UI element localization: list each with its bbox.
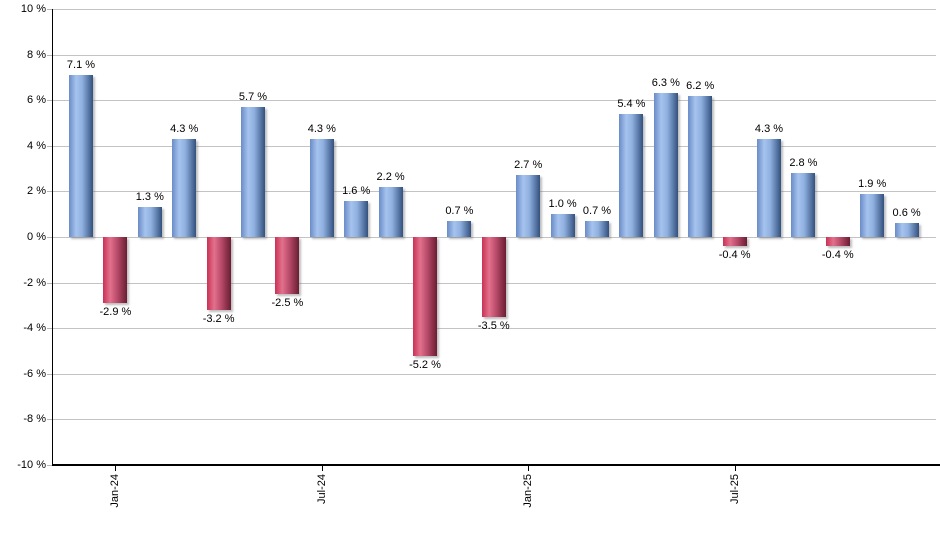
positive-bar: [172, 138, 197, 237]
gridline: [52, 54, 936, 56]
negative-bar: [275, 237, 300, 294]
bar-value-label: 1.3 %: [135, 191, 164, 204]
negative-bar: [413, 237, 437, 356]
y-axis-tick-label: -8 %: [23, 413, 46, 426]
y-axis-tick-label: -10 %: [17, 459, 46, 471]
bar-value-label: 1.9 %: [858, 177, 887, 190]
y-axis-tick-label: -4 %: [23, 322, 46, 335]
x-axis-tick: [734, 465, 736, 471]
y-axis-line: [52, 9, 53, 465]
y-axis-tick-label: 6 %: [27, 94, 46, 107]
bar-value-label: 2.7 %: [514, 159, 543, 172]
y-axis-tick-label: 8 %: [27, 48, 46, 61]
negative-bar: [825, 237, 850, 247]
positive-bar: [860, 193, 885, 237]
bar-value-label: 4.3 %: [307, 122, 336, 135]
y-axis-tick-label: 0 %: [27, 231, 46, 243]
positive-bar: [241, 107, 265, 237]
x-axis-tick-label: Jan-25: [522, 474, 535, 508]
x-axis-tick: [528, 465, 530, 471]
negative-bar: [103, 237, 128, 304]
bar-value-label: 4.3 %: [754, 122, 784, 135]
y-axis-tick: [47, 145, 52, 147]
gridline: [52, 419, 936, 421]
bar-value-label: -0.4 %: [821, 249, 854, 262]
positive-bar: [447, 221, 472, 237]
positive-bar: [757, 138, 781, 237]
y-axis-tick-label: -2 %: [23, 276, 46, 289]
bar-value-label: -5.2 %: [409, 358, 441, 371]
y-axis-tick: [47, 465, 52, 466]
gridline: [52, 191, 936, 193]
y-axis-tick: [47, 237, 52, 238]
gridline: [52, 328, 936, 330]
y-axis-tick-label: 4 %: [27, 139, 46, 152]
bar-value-label: 7.1 %: [66, 59, 96, 72]
positive-bar: [585, 221, 609, 237]
negative-bar: [481, 237, 506, 317]
bar-value-label: 5.7 %: [238, 91, 268, 104]
positive-bar: [653, 93, 678, 237]
positive-bar: [309, 138, 334, 237]
bar-value-label: 1.0 %: [548, 198, 577, 211]
y-axis-tick: [47, 54, 52, 56]
bar-value-label: 5.4 %: [617, 97, 646, 110]
x-axis-line: [52, 464, 940, 466]
y-axis-tick: [47, 282, 52, 284]
x-axis-tick-label: Jan-24: [109, 474, 122, 508]
negative-bar: [206, 237, 231, 310]
positive-bar: [550, 214, 575, 237]
positive-bar: [344, 200, 369, 237]
bar-value-label: 0.6 %: [892, 207, 921, 220]
bar-value-label: 2.2 %: [376, 170, 405, 183]
x-axis-tick: [321, 465, 323, 471]
y-axis-tick: [47, 9, 52, 10]
bar-value-label: 1.6 %: [342, 184, 371, 197]
y-axis-tick-label: 10 %: [20, 3, 46, 15]
y-axis-tick: [47, 100, 52, 102]
y-axis-tick: [47, 328, 52, 330]
bar-value-label: 0.7 %: [445, 205, 474, 218]
bar-value-label: 6.2 %: [686, 79, 715, 92]
x-axis-tick-label: Jul-24: [315, 474, 328, 504]
gridline: [52, 373, 936, 375]
y-axis-tick-label: 2 %: [27, 185, 46, 198]
gridline: [52, 9, 936, 10]
y-axis-tick: [47, 191, 52, 193]
positive-bar: [619, 113, 644, 237]
positive-bar: [688, 95, 713, 237]
positive-bar: [137, 207, 162, 237]
bar-value-label: -3.2 %: [202, 312, 235, 325]
positive-bar: [69, 75, 93, 237]
bar-value-label: 2.8 %: [789, 157, 818, 170]
bar-value-label: -2.9 %: [99, 306, 132, 319]
bar-value-label: 0.7 %: [582, 205, 612, 218]
y-axis-tick: [47, 373, 52, 375]
negative-bar: [722, 237, 747, 247]
y-axis-tick-label: -6 %: [23, 367, 46, 380]
y-axis-tick: [47, 419, 52, 421]
bar-value-label: 6.3 %: [651, 77, 680, 90]
bar-value-label: 4.3 %: [170, 122, 199, 135]
positive-bar: [378, 186, 403, 237]
bar-value-label: -2.5 %: [271, 297, 304, 309]
positive-bar: [791, 173, 816, 237]
x-axis-tick-label: Jul-25: [728, 474, 741, 504]
positive-bar: [516, 175, 541, 237]
gridline: [52, 145, 936, 147]
bar-value-label: -0.4 %: [718, 249, 751, 262]
x-axis-tick: [115, 465, 117, 471]
positive-bar: [894, 223, 919, 237]
gridline: [52, 100, 936, 102]
bar-value-label: -3.5 %: [477, 319, 510, 332]
